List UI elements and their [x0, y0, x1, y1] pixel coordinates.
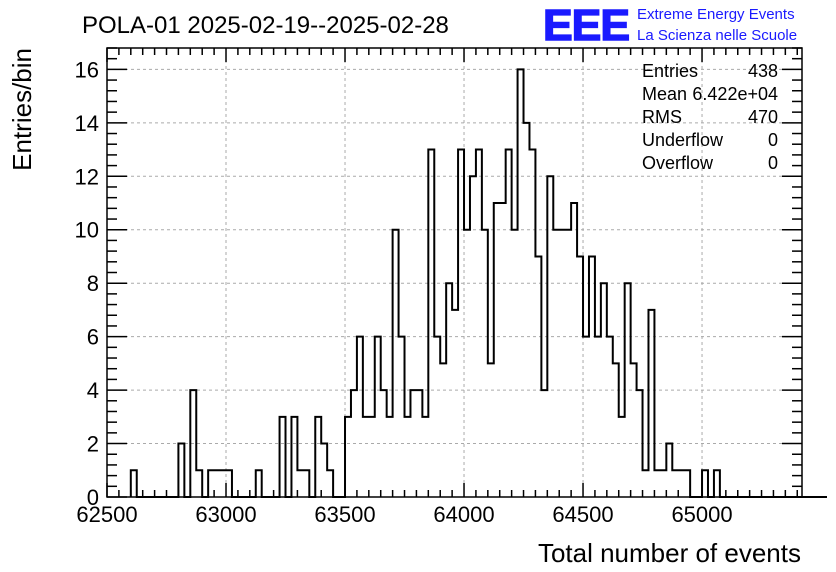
y-tick-label: 14: [75, 111, 99, 136]
y-tick-label: 4: [87, 378, 99, 403]
y-axis-label: Entries/bin: [7, 48, 37, 171]
x-tick-label: 64000: [433, 502, 494, 527]
logo-mark: EEE: [543, 1, 629, 50]
stats-label: Overflow: [642, 153, 714, 173]
stats-label: Mean: [642, 84, 687, 104]
x-tick-label: 64500: [552, 502, 613, 527]
x-tick-label: 62500: [76, 502, 137, 527]
y-tick-label: 0: [87, 485, 99, 510]
axis-ticks: [106, 47, 802, 498]
plot-frame: [106, 47, 803, 498]
y-tick-label: 8: [87, 271, 99, 296]
y-tick-label: 10: [75, 218, 99, 243]
stats-label: RMS: [642, 107, 682, 127]
y-tick-label: 6: [87, 325, 99, 350]
y-tick-label: 16: [75, 57, 99, 82]
x-axis-label: Total number of events: [538, 538, 801, 568]
chart-title: POLA-01 2025-02-19--2025-02-28: [82, 12, 449, 39]
stats-label: Underflow: [642, 130, 724, 150]
stats-value: 0: [768, 153, 778, 173]
logo-line2: La Scienza nelle Scuole: [637, 27, 797, 44]
x-tick-label: 63500: [314, 502, 375, 527]
x-tick-label: 65000: [671, 502, 732, 527]
stats-value: 6.422e+04: [692, 84, 778, 104]
stats-value: 438: [748, 61, 778, 81]
y-tick-labels: 0 2 4 6 8 10 12 14 16: [75, 57, 99, 510]
histogram-outline: [129, 68, 827, 498]
eee-logo: EEE Extreme Energy Events La Scienza nel…: [542, 0, 797, 51]
stats-value: 470: [748, 107, 778, 127]
stats-box: Entries 438 Mean 6.422e+04 RMS 470 Underflow 0 O…: [642, 61, 778, 173]
y-tick-label: 12: [75, 164, 99, 189]
grid-lines: [106, 48, 802, 498]
logo-line1: Extreme Energy Events: [637, 6, 795, 23]
x-tick-label: 63000: [195, 502, 256, 527]
stats-label: Entries: [642, 61, 698, 81]
stats-value: 0: [768, 130, 778, 150]
x-tick-labels: 62500 63000 63500 64000 64500 65000: [76, 502, 732, 527]
y-tick-label: 2: [87, 432, 99, 457]
